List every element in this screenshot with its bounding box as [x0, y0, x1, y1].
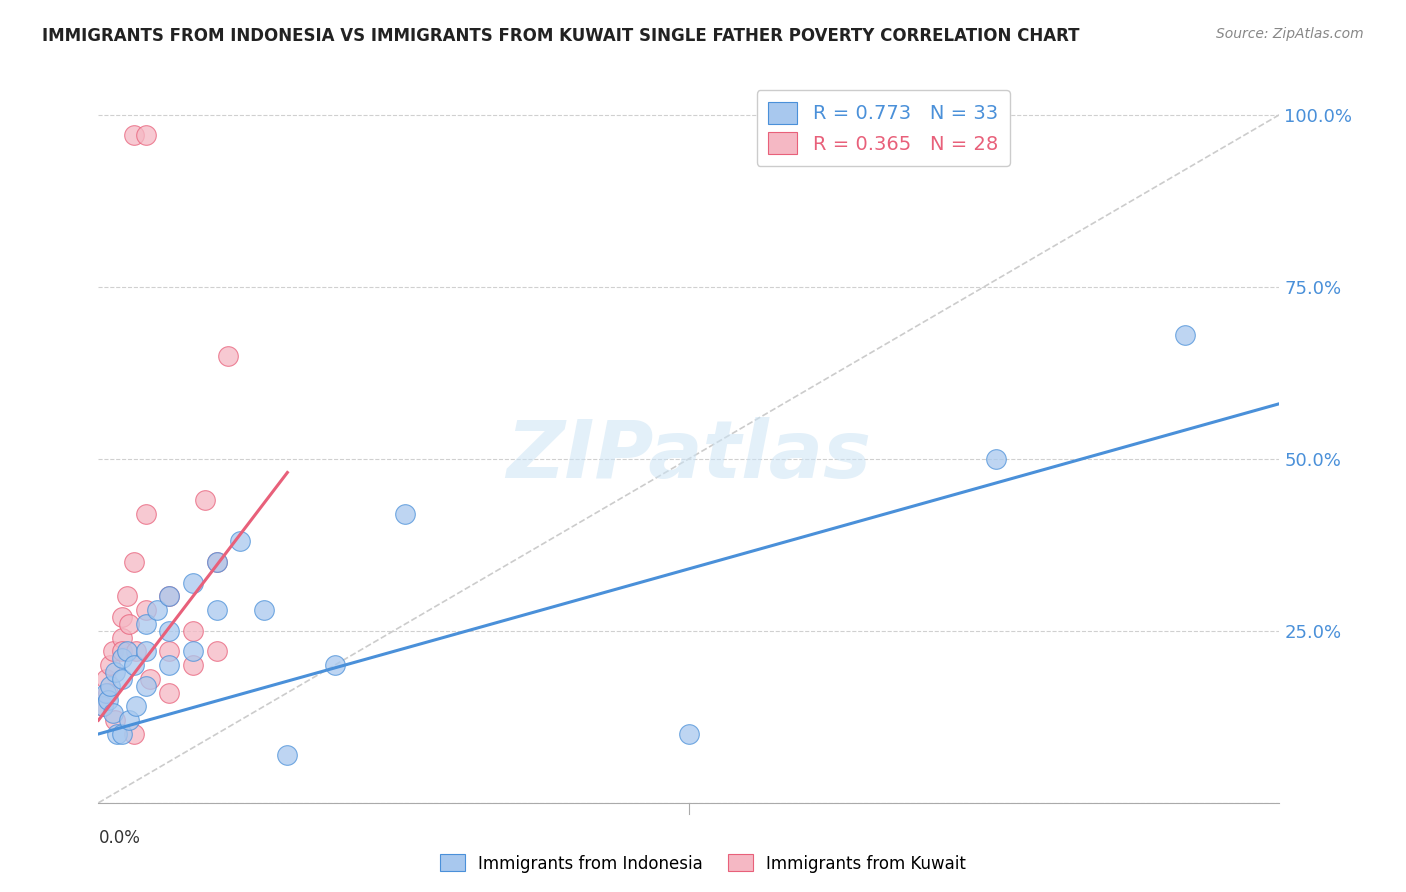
Point	[125, 644, 148, 658]
Point	[135, 128, 157, 143]
Point	[104, 713, 127, 727]
Point	[135, 616, 157, 631]
Point	[217, 349, 239, 363]
Point	[678, 727, 700, 741]
Point	[181, 644, 204, 658]
Point	[1174, 327, 1197, 342]
Point	[122, 727, 145, 741]
Point	[181, 575, 204, 590]
Point	[122, 555, 145, 569]
Point	[98, 679, 121, 693]
Text: Source: ZipAtlas.com: Source: ZipAtlas.com	[1216, 27, 1364, 41]
Point	[135, 603, 157, 617]
Point	[253, 603, 276, 617]
Point	[194, 493, 217, 508]
Point	[111, 672, 134, 686]
Point	[146, 603, 169, 617]
Point	[157, 590, 180, 604]
Point	[135, 644, 157, 658]
Point	[111, 644, 134, 658]
Legend: R = 0.773   N = 33, R = 0.365   N = 28: R = 0.773 N = 33, R = 0.365 N = 28	[756, 90, 1010, 166]
Point	[181, 658, 204, 673]
Point	[105, 727, 128, 741]
Point	[276, 747, 298, 762]
Point	[97, 686, 120, 700]
Point	[91, 699, 114, 714]
Point	[205, 603, 228, 617]
Point	[125, 699, 148, 714]
Point	[122, 128, 145, 143]
Point	[94, 672, 117, 686]
Point	[139, 672, 162, 686]
Point	[115, 590, 138, 604]
Text: 0.0%: 0.0%	[98, 829, 141, 847]
Point	[94, 686, 117, 700]
Legend: Immigrants from Indonesia, Immigrants from Kuwait: Immigrants from Indonesia, Immigrants fr…	[433, 847, 973, 880]
Point	[135, 507, 157, 521]
Point	[205, 555, 228, 569]
Point	[157, 644, 180, 658]
Point	[229, 534, 252, 549]
Point	[135, 679, 157, 693]
Point	[181, 624, 204, 638]
Text: IMMIGRANTS FROM INDONESIA VS IMMIGRANTS FROM KUWAIT SINGLE FATHER POVERTY CORREL: IMMIGRANTS FROM INDONESIA VS IMMIGRANTS …	[42, 27, 1080, 45]
Point	[122, 658, 145, 673]
Point	[118, 616, 141, 631]
Point	[205, 644, 228, 658]
Point	[157, 658, 180, 673]
Point	[111, 651, 134, 665]
Point	[91, 699, 114, 714]
Point	[101, 644, 124, 658]
Point	[984, 451, 1007, 466]
Point	[323, 658, 346, 673]
Point	[104, 665, 127, 679]
Point	[118, 713, 141, 727]
Text: ZIPatlas: ZIPatlas	[506, 417, 872, 495]
Point	[115, 644, 138, 658]
Point	[101, 706, 124, 721]
Point	[394, 507, 416, 521]
Point	[205, 555, 228, 569]
Point	[111, 631, 134, 645]
Point	[157, 624, 180, 638]
Point	[97, 692, 120, 706]
Point	[157, 590, 180, 604]
Point	[111, 610, 134, 624]
Point	[111, 727, 134, 741]
Point	[98, 658, 121, 673]
Point	[157, 686, 180, 700]
